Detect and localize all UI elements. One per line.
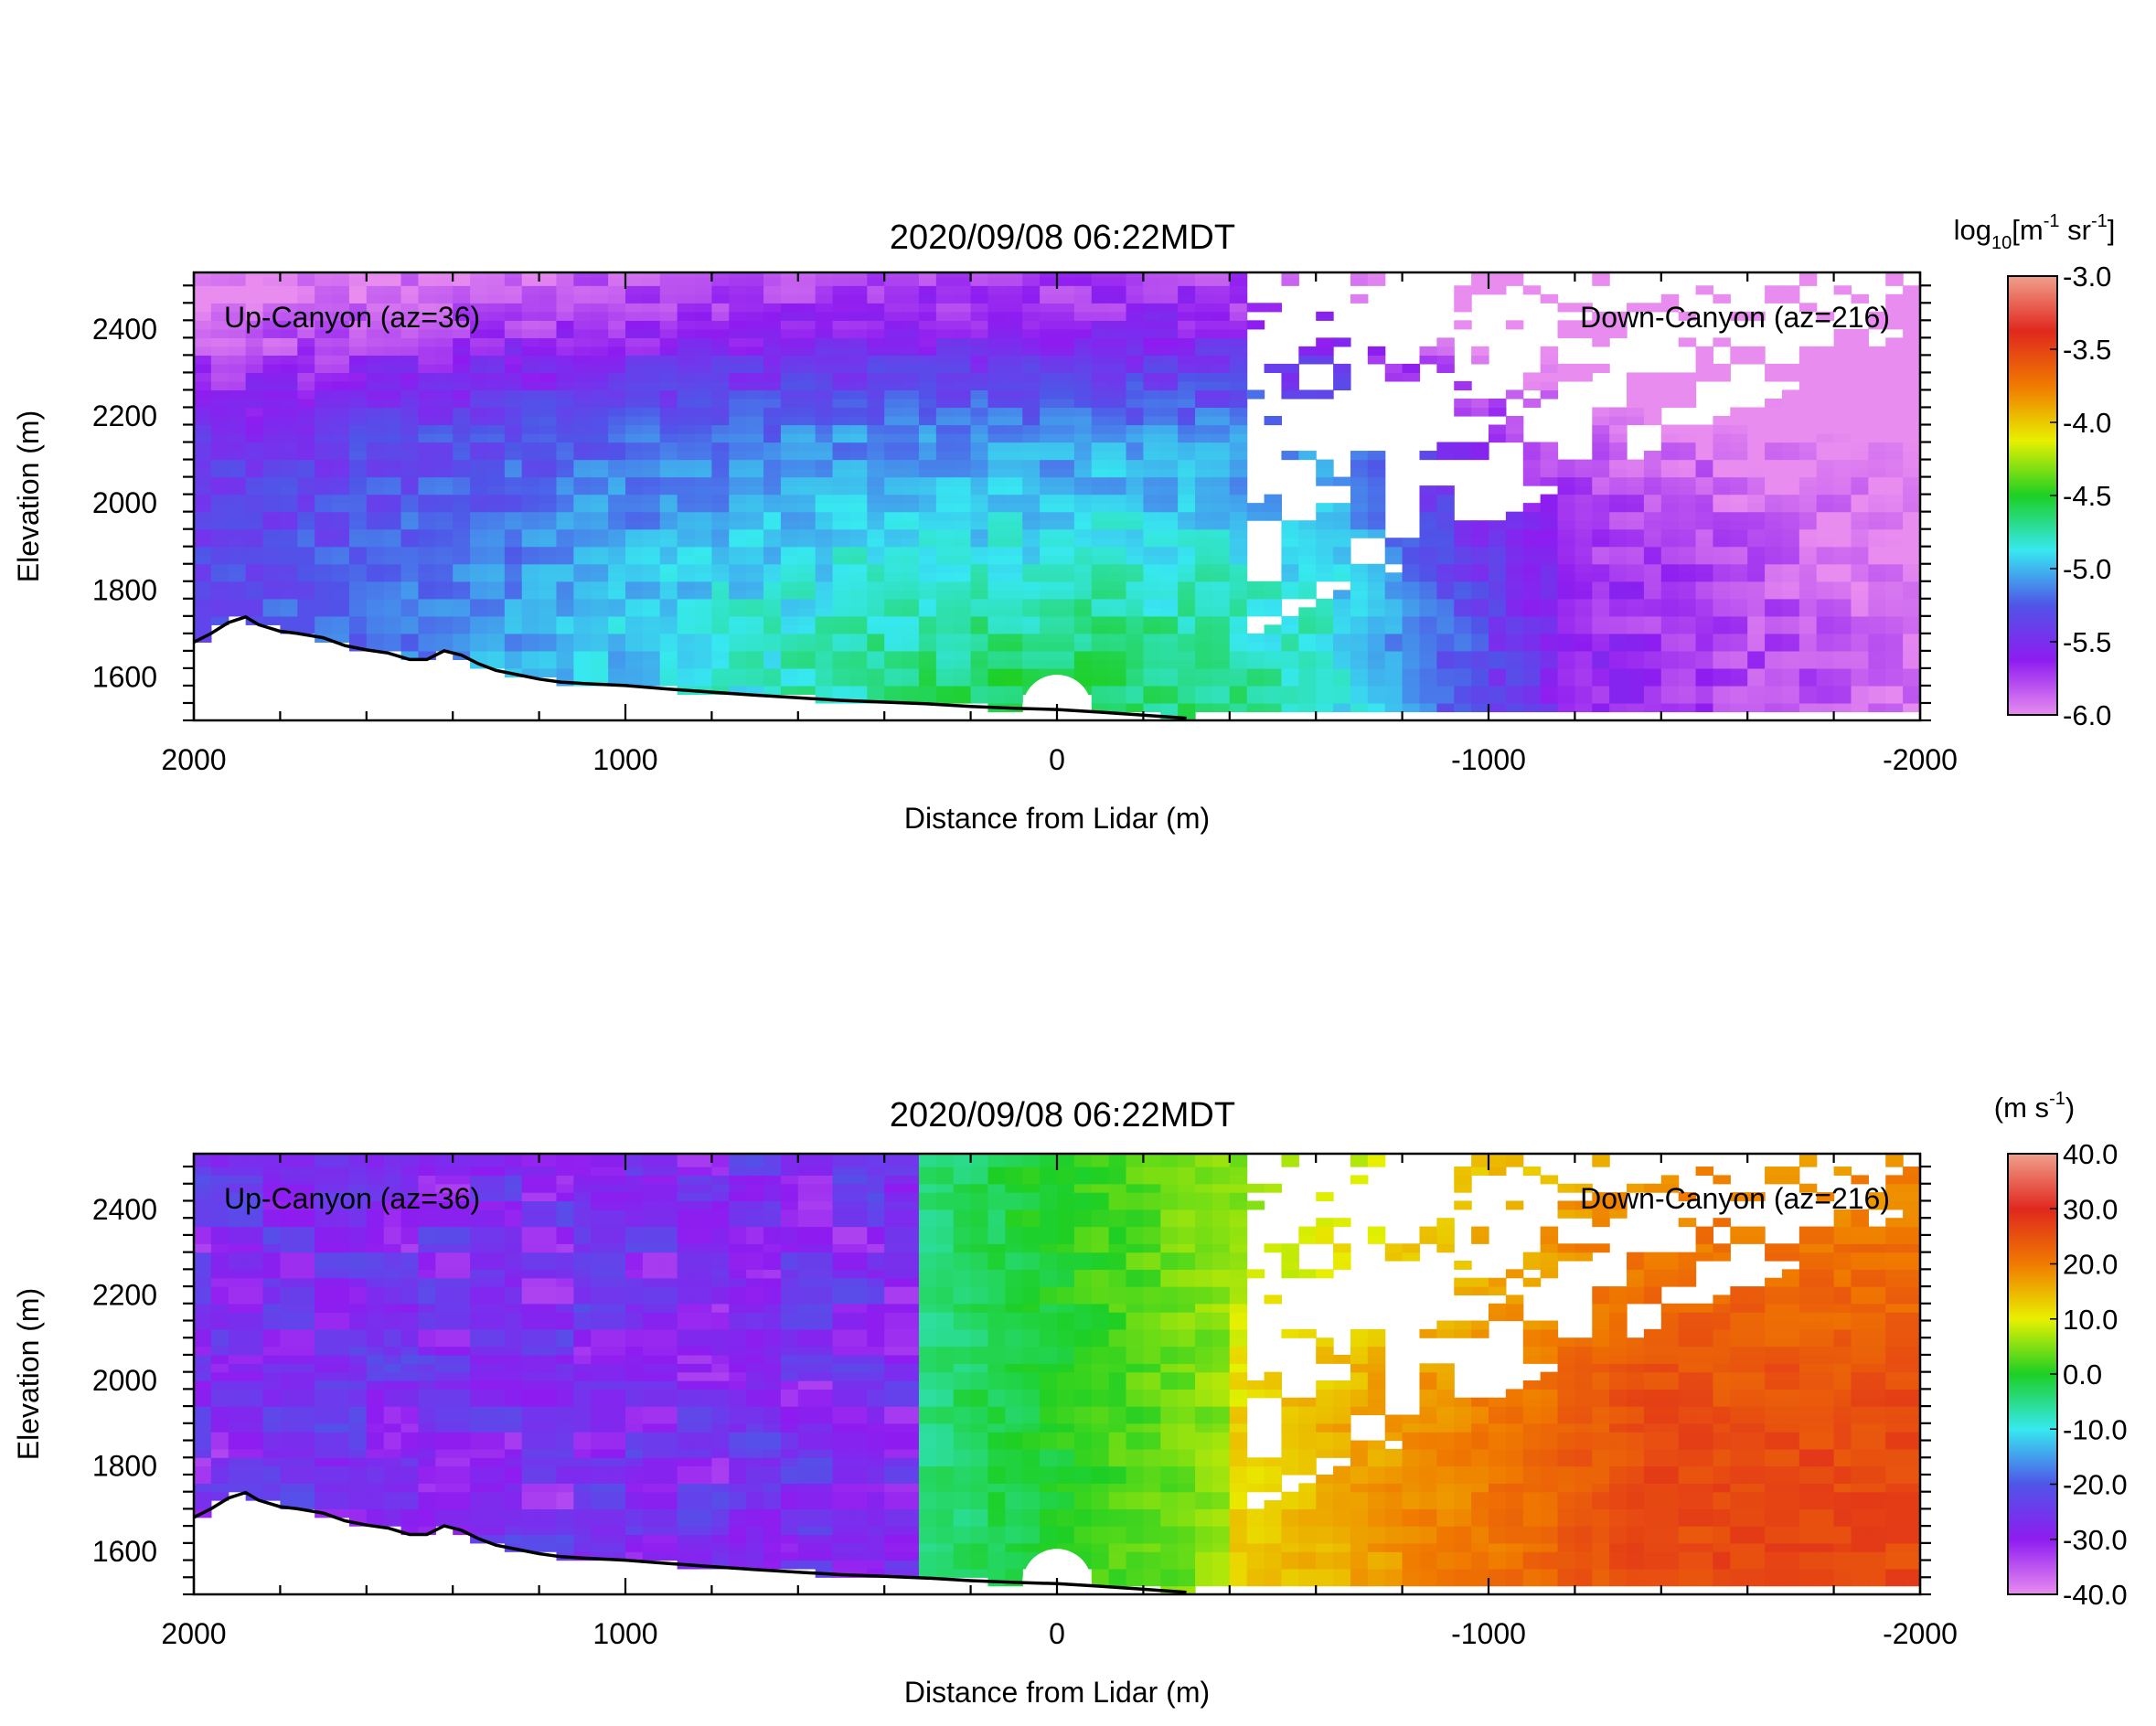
x-tick-label: 1000 xyxy=(592,1617,657,1650)
x-axis: 2000 1000 0 -1000 -2000 Distance from Lidar (… xyxy=(161,1154,1958,1709)
annotation-up-canyon: Up-Canyon (az=36) xyxy=(224,301,480,334)
x-tick-label: -1000 xyxy=(1451,743,1526,776)
y-tick-label: 2000 xyxy=(92,1364,157,1397)
colorbar-tick-label: -10.0 xyxy=(2063,1413,2128,1445)
colorbar-tick-label: -5.5 xyxy=(2063,626,2111,658)
x-tick-label: -2000 xyxy=(1883,1617,1958,1650)
colorbar-label: log10[m-1 sr-1] xyxy=(1954,211,2116,253)
colorbar-tick-label: 40.0 xyxy=(2063,1138,2118,1170)
colorbar-tick-label: -6.0 xyxy=(2063,699,2111,731)
x-axis-label: Distance from Lidar (m) xyxy=(904,802,1210,835)
x-tick-label: -1000 xyxy=(1451,1617,1526,1650)
y-tick-label: 1800 xyxy=(92,1450,157,1483)
terrain-profile xyxy=(193,614,1187,720)
x-tick-label: 2000 xyxy=(161,743,226,776)
annotation-down-canyon: Down-Canyon (az=216) xyxy=(1580,1182,1890,1215)
chart-title: 2020/09/08 06:22MDT xyxy=(890,218,1235,257)
colorbar: 40.0 30.0 20.0 10.0 0.0 -10.0 -20.0 -30.0 -40.0 (… xyxy=(1994,1089,2128,1611)
colorbar: -3.0 -3.5 -4.0 -4.5 -5.0 -5.5 -6.0 log10[m-1 sr… xyxy=(1954,211,2116,731)
colorbar-tick-label: -3.5 xyxy=(2063,334,2111,366)
colorbar-tick-label: 0.0 xyxy=(2063,1358,2102,1390)
x-tick-label: 2000 xyxy=(161,1617,226,1650)
colorbar-tick-label: -20.0 xyxy=(2063,1469,2128,1501)
data-field xyxy=(194,272,1920,720)
y-tick-label: 2400 xyxy=(92,313,157,346)
x-tick-label: 1000 xyxy=(592,743,657,776)
colorbar-tick-label: 30.0 xyxy=(2063,1193,2118,1225)
panel-backscatter: 2000 1000 0 -1000 -2000 Distance from Lidar (… xyxy=(12,211,2115,835)
data-field xyxy=(194,1154,1920,1594)
y-tick-label: 1600 xyxy=(92,1535,157,1568)
lidar-marker xyxy=(1022,675,1092,710)
colorbar-scale xyxy=(2007,1153,2058,1595)
y-tick-label: 2000 xyxy=(92,486,157,519)
terrain-profile xyxy=(193,1490,1187,1594)
y-tick-label: 1600 xyxy=(92,660,157,693)
x-axis-label: Distance from Lidar (m) xyxy=(904,1676,1210,1709)
annotation-down-canyon: Down-Canyon (az=216) xyxy=(1580,301,1890,334)
y-tick-label: 2400 xyxy=(92,1193,157,1226)
chart-title: 2020/09/08 06:22MDT xyxy=(890,1096,1235,1135)
colorbar-tick-label: -5.0 xyxy=(2063,553,2111,585)
colorbar-scale xyxy=(2007,275,2058,716)
colorbar-tick-label: -30.0 xyxy=(2063,1524,2128,1556)
colorbar-label: (m s-1) xyxy=(1994,1089,2075,1124)
lidar-marker xyxy=(1022,1549,1092,1584)
y-tick-label: 2200 xyxy=(92,400,157,432)
panel-radial_velocity: 2000 1000 0 -1000 -2000 Distance from Lidar (… xyxy=(12,1089,2128,1709)
x-tick-label: 0 xyxy=(1049,1617,1065,1650)
y-axis: 1600 1800 2000 2200 2400 Elevation (m) xyxy=(12,1165,1931,1596)
colorbar-tick-label: 20.0 xyxy=(2063,1249,2118,1281)
y-tick-label: 2200 xyxy=(92,1278,157,1311)
annotation-up-canyon: Up-Canyon (az=36) xyxy=(224,1182,480,1215)
y-tick-label: 1800 xyxy=(92,573,157,606)
colorbar-tick-label: -3.0 xyxy=(2063,261,2111,293)
x-tick-label: -2000 xyxy=(1883,743,1958,776)
x-tick-label: 0 xyxy=(1049,743,1065,776)
colorbar-tick-label: -40.0 xyxy=(2063,1579,2128,1611)
colorbar-tick-label: 10.0 xyxy=(2063,1304,2118,1336)
colorbar-tick-label: -4.0 xyxy=(2063,407,2111,439)
colorbar-tick-label: -4.5 xyxy=(2063,480,2111,512)
x-axis: 2000 1000 0 -1000 -2000 Distance from Lidar (… xyxy=(161,272,1958,835)
y-axis-label: Elevation (m) xyxy=(12,1288,45,1461)
y-axis: 1600 1800 2000 2200 2400 Elevation (m) xyxy=(12,284,1931,722)
y-axis-label: Elevation (m) xyxy=(12,410,45,583)
